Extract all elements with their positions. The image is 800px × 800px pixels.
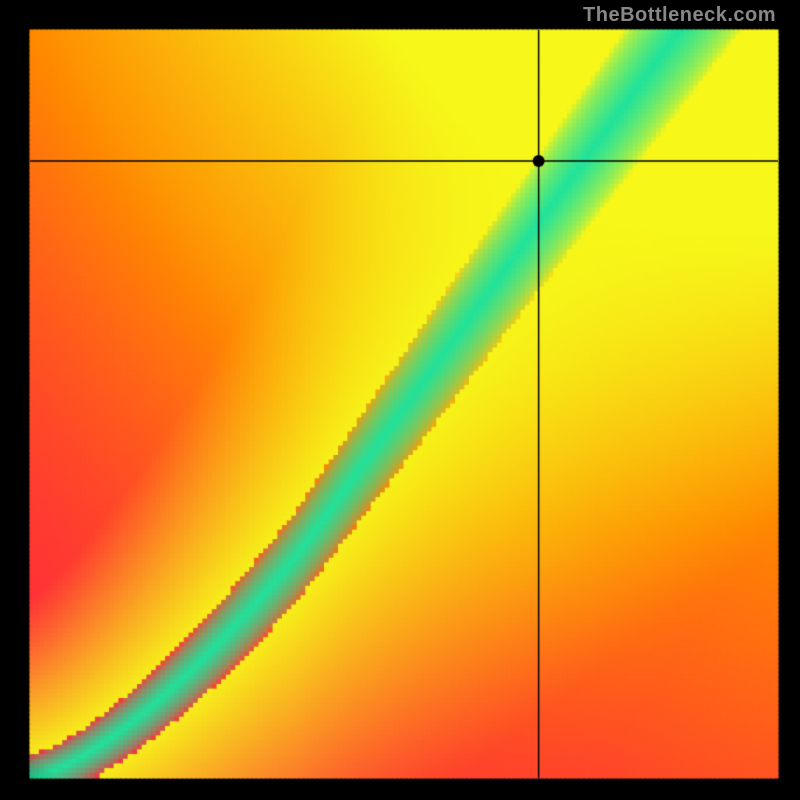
crosshair-overlay (0, 0, 800, 800)
chart-container: TheBottleneck.com (0, 0, 800, 800)
watermark-text: TheBottleneck.com (583, 4, 776, 27)
